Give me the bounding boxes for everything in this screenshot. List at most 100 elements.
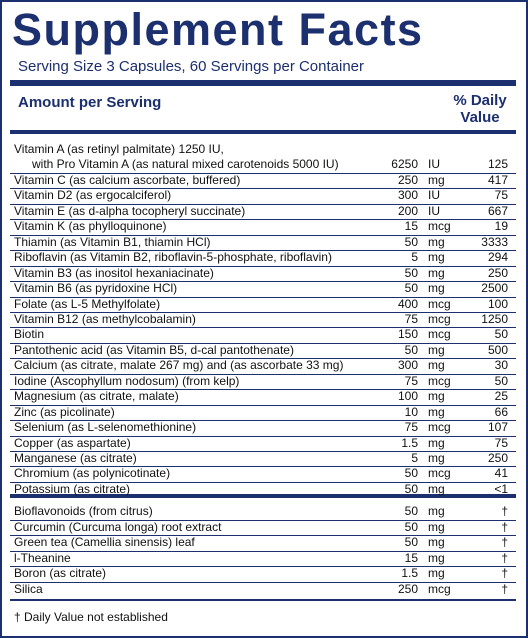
row-line <box>10 550 516 552</box>
row-line <box>10 172 516 174</box>
nutrient-name: Curcumin (Curcuma longa) root extract <box>14 519 222 534</box>
daily-value: 3333 <box>481 234 508 249</box>
daily-value: 294 <box>487 250 508 265</box>
daily-value: † <box>501 550 508 565</box>
unit: mcg <box>428 420 451 435</box>
unit: mg <box>428 172 445 187</box>
row-line <box>10 219 516 221</box>
daily-value: 250 <box>487 265 508 280</box>
unit: mg <box>428 358 445 373</box>
daily-value: 2500 <box>481 281 508 296</box>
nutrient-name: Folate (as L-5 Methylfolate) <box>14 296 161 311</box>
nutrient-name: Vitamin E (as d-alpha tocopheryl succina… <box>14 203 246 218</box>
row-line <box>10 342 516 344</box>
daily-value: 75 <box>494 435 508 450</box>
amount: 75 <box>404 311 418 326</box>
amount: 50 <box>404 504 418 518</box>
rule <box>10 130 516 134</box>
nutrient-name: Pantothenic acid (as Vitamin B5, d-cal p… <box>14 342 294 357</box>
nutrient-name: Potassium (as citrate) <box>14 481 131 496</box>
nutrient-name: Iodine (Ascophyllum nodosum) (from kelp) <box>14 373 240 388</box>
row-line <box>10 358 516 360</box>
amount-header: Amount per Serving <box>18 94 162 111</box>
unit: mg <box>428 265 445 280</box>
daily-value: 1250 <box>481 311 508 326</box>
unit: mcg <box>428 582 451 596</box>
daily-value: <1 <box>494 481 508 496</box>
unit: mg <box>428 481 445 496</box>
unit: IU <box>428 188 440 203</box>
daily-value: 75 <box>494 188 508 203</box>
amount: 75 <box>404 420 418 435</box>
row-line <box>10 481 516 483</box>
footnote: † Daily Value not established <box>14 610 168 624</box>
row-line <box>10 311 516 313</box>
amount: 300 <box>397 188 418 203</box>
rule <box>10 494 516 498</box>
row-line <box>10 389 516 391</box>
unit: mg <box>428 389 445 404</box>
nutrient-name: Vitamin D2 (as ergocalciferol) <box>14 188 172 203</box>
row-line <box>10 203 516 205</box>
unit: mg <box>428 504 445 518</box>
nutrient-name: Biotin <box>14 327 45 342</box>
unit: mg <box>428 451 445 465</box>
nutrient-name: Vitamin B3 (as inositol hexaniacinate) <box>14 265 214 280</box>
unit: IU <box>428 157 440 172</box>
unit: mcg <box>428 466 451 481</box>
nutrient-name: Bioflavonoids (from citrus) <box>14 504 153 518</box>
daily-value: 500 <box>487 342 508 357</box>
nutrient-name: Vitamin K (as phylloquinone) <box>14 219 167 234</box>
row-line <box>10 566 516 568</box>
unit: mg <box>428 435 445 450</box>
amount: 250 <box>397 582 418 596</box>
nutrient-name: Vitamin B12 (as methylcobalamin) <box>14 311 196 326</box>
unit: mcg <box>428 296 451 311</box>
daily-value: † <box>501 504 508 518</box>
unit: mg <box>428 566 445 581</box>
unit: mcg <box>428 219 451 234</box>
amount: 50 <box>404 265 418 280</box>
nutrient-name: Chromium (as polynicotinate) <box>14 466 171 481</box>
nutrient-name: l-Theanine <box>14 550 71 565</box>
amount: 250 <box>397 172 418 187</box>
daily-value: † <box>501 582 508 596</box>
unit: mg <box>428 404 445 419</box>
amount: 50 <box>404 234 418 249</box>
amount: 50 <box>404 342 418 357</box>
row-line <box>10 404 516 406</box>
daily-value: † <box>501 566 508 581</box>
daily-value: 25 <box>494 389 508 404</box>
daily-value: 50 <box>494 373 508 388</box>
unit: mg <box>428 535 445 550</box>
daily-value: 125 <box>487 157 508 172</box>
unit: mg <box>428 234 445 249</box>
amount: 400 <box>397 296 418 311</box>
amount: 10 <box>404 404 418 419</box>
nutrient-name: Green tea (Camellia sinensis) leaf <box>14 535 195 550</box>
nutrient-name: Magnesium (as citrate, malate) <box>14 389 179 404</box>
row-line <box>10 519 516 521</box>
daily-value: 50 <box>494 327 508 342</box>
amount: 50 <box>404 481 418 496</box>
unit: mg <box>428 550 445 565</box>
nutrient-name: Zinc (as picolinate) <box>14 404 115 419</box>
amount: 1.5 <box>401 435 418 450</box>
daily-value: 250 <box>487 451 508 465</box>
amount: 300 <box>397 358 418 373</box>
nutrient-name: Silica <box>14 582 43 596</box>
unit: mg <box>428 281 445 296</box>
unit: mg <box>428 342 445 357</box>
amount: 5 <box>411 250 418 265</box>
rule <box>10 599 516 601</box>
row-line <box>10 234 516 236</box>
unit: mcg <box>428 311 451 326</box>
amount: 6250 <box>391 157 418 172</box>
unit: IU <box>428 203 440 218</box>
row-line <box>10 451 516 452</box>
nutrient-name: Calcium (as citrate, malate 267 mg) and … <box>14 358 344 373</box>
amount: 15 <box>404 219 418 234</box>
row-line <box>10 250 516 252</box>
row-line <box>10 420 516 422</box>
